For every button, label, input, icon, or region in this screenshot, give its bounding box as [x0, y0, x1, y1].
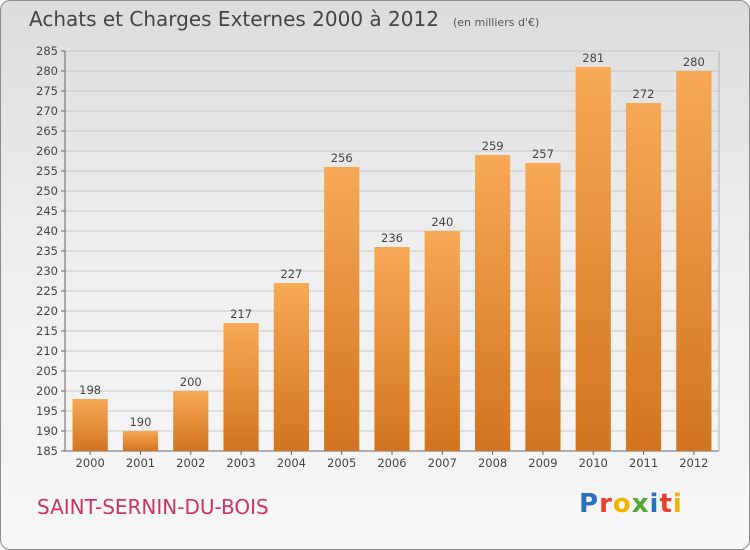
- bar-value-label: 272: [633, 87, 655, 101]
- bar-value-label: 280: [683, 55, 705, 69]
- bar-2008: [475, 155, 511, 451]
- x-tick-label: 2002: [176, 456, 205, 470]
- x-tick-label: 2000: [76, 456, 105, 470]
- y-tick-label: 265: [36, 124, 58, 138]
- y-tick-label: 230: [36, 264, 58, 278]
- bar-2004: [273, 283, 309, 451]
- y-tick-label: 210: [36, 344, 58, 358]
- bar-value-label: 227: [280, 267, 302, 281]
- x-tick-label: 2006: [377, 456, 406, 470]
- y-tick-label: 185: [36, 444, 58, 458]
- y-tick-label: 250: [36, 184, 58, 198]
- y-tick-label: 260: [36, 144, 58, 158]
- y-tick-label: 270: [36, 104, 58, 118]
- brand-letter: P: [579, 489, 600, 519]
- bar-value-label: 281: [582, 51, 604, 65]
- y-tick-labels: 185 190 195 200 205 210 215 220 225 230 235 240 245 2…: [36, 44, 58, 458]
- bar-2010: [575, 67, 611, 451]
- x-tick-label: 2004: [277, 456, 306, 470]
- y-tick-label: 195: [36, 404, 58, 418]
- x-tick-label: 2007: [428, 456, 457, 470]
- x-tick-label: 2008: [478, 456, 507, 470]
- bar-2005: [324, 167, 360, 451]
- x-tick-label: 2009: [528, 456, 557, 470]
- brand-letter: r: [599, 489, 613, 519]
- brand-letter: o: [612, 489, 632, 519]
- y-tick-label: 205: [36, 364, 58, 378]
- y-tick-label: 220: [36, 304, 58, 318]
- x-tick-label: 2003: [226, 456, 255, 470]
- bar-value-label: 240: [431, 215, 453, 229]
- bar-2003: [223, 323, 259, 451]
- bar-value-label: 257: [532, 147, 554, 161]
- x-tick-label: 2005: [327, 456, 356, 470]
- y-tick-label: 255: [36, 164, 58, 178]
- bar-2012: [676, 71, 712, 451]
- y-tick-label: 245: [36, 204, 58, 218]
- x-tick-label: 2011: [629, 456, 658, 470]
- brand-letter: x: [631, 489, 650, 519]
- x-tick-labels: 2000 2001 2002 2003 2004 2005 2006 2007 2008 2009…: [76, 456, 709, 470]
- x-tick-label: 2001: [126, 456, 155, 470]
- y-tick-label: 240: [36, 224, 58, 238]
- bar-value-label: 236: [381, 231, 403, 245]
- bar-2006: [374, 247, 410, 451]
- y-tick-label: 235: [36, 244, 58, 258]
- y-tick-label: 280: [36, 64, 58, 78]
- y-tick-label: 215: [36, 324, 58, 338]
- bar-value-label: 200: [180, 375, 202, 389]
- bars: [72, 67, 712, 451]
- town-name: SAINT-SERNIN-DU-BOIS: [37, 495, 269, 519]
- chart-title: Achats et Charges Externes 2000 à 2012: [29, 7, 439, 31]
- y-tick-label: 225: [36, 284, 58, 298]
- bar-2000: [72, 399, 108, 451]
- y-tick-label: 200: [36, 384, 58, 398]
- y-tick-label: 285: [36, 44, 58, 58]
- bar-2011: [625, 103, 662, 451]
- brand-letter: i: [649, 489, 660, 519]
- y-tick-label: 190: [36, 424, 58, 438]
- bar-2007: [424, 231, 460, 451]
- brand-letter: t: [659, 489, 673, 519]
- y-tick-label: 275: [36, 84, 58, 98]
- bar-2009: [525, 163, 561, 451]
- bar-value-label: 198: [79, 383, 101, 397]
- x-tick-label: 2012: [679, 456, 708, 470]
- bar-value-label: 256: [331, 151, 353, 165]
- bar-value-label: 259: [482, 139, 504, 153]
- bar-2002: [173, 391, 209, 451]
- bar-2001: [122, 431, 159, 451]
- bar-value-labels: 198 190 200 217 227 256 236 240 259 257 281 272 280: [79, 51, 705, 429]
- chart-subtitle: (en milliers d'€): [452, 16, 540, 29]
- x-tick-label: 2010: [579, 456, 608, 470]
- bar-value-label: 217: [230, 307, 252, 321]
- bar-value-label: 190: [129, 415, 151, 429]
- brand-letter: i: [672, 489, 683, 519]
- proxiti-logo: Proxiti: [579, 489, 683, 519]
- title-row: Achats et Charges Externes 2000 à 2012 (e…: [29, 7, 539, 31]
